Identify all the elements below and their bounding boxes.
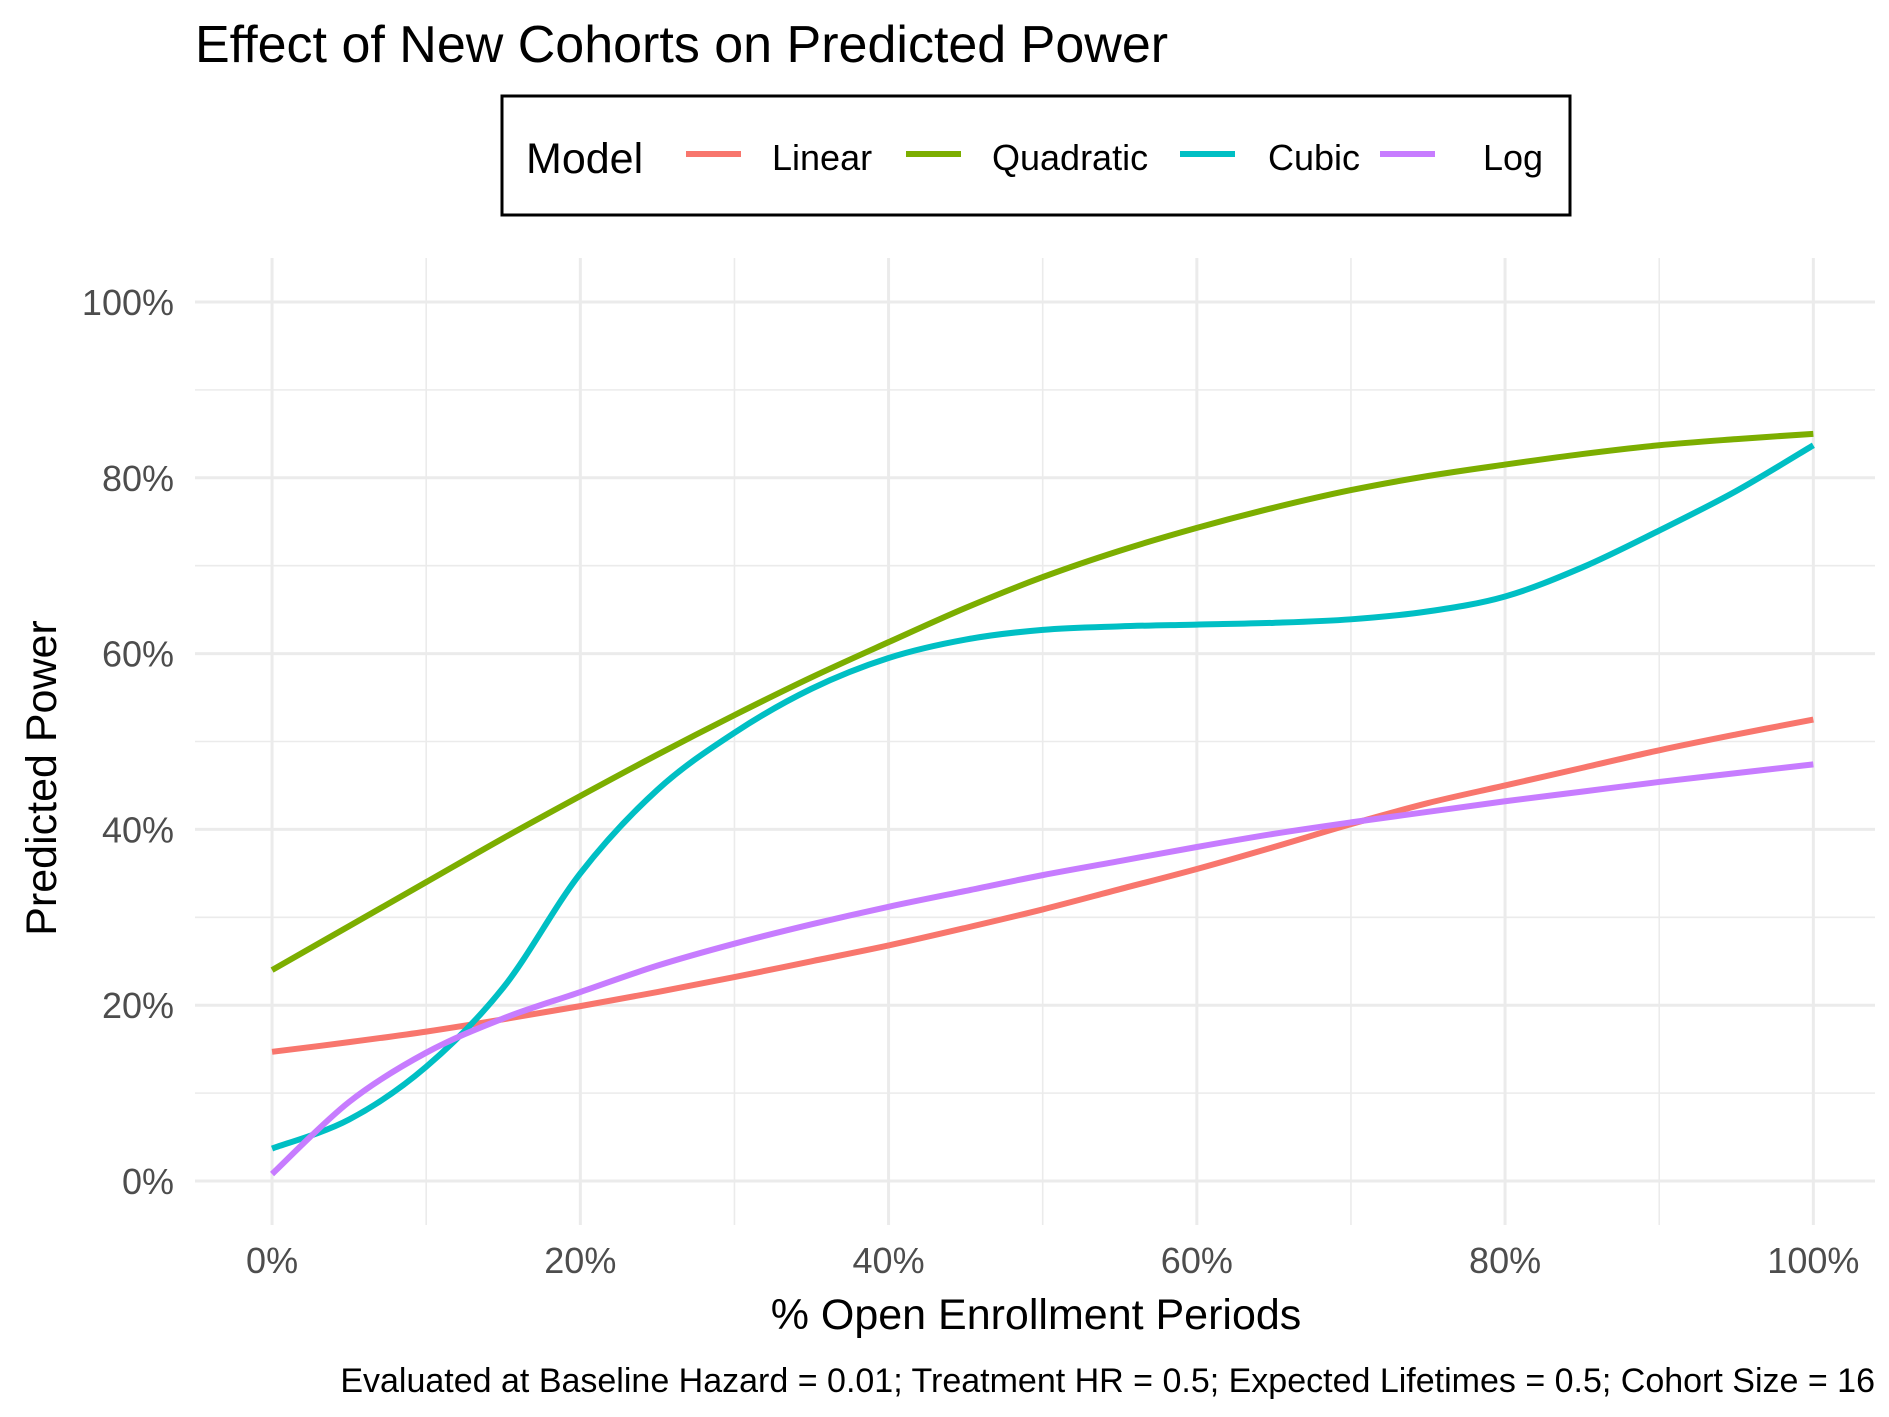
x-axis-title: % Open Enrollment Periods <box>771 1291 1302 1339</box>
legend-label-cubic: Cubic <box>1268 137 1360 178</box>
legend-label-log: Log <box>1483 137 1543 178</box>
series-line-quadratic <box>270 430 1814 973</box>
y-tick-label: 20% <box>102 985 174 1026</box>
legend-title: Model <box>526 135 643 183</box>
y-axis-ticks: 0% 20% 40% 60% 80% 100% <box>82 282 174 1202</box>
y-tick-label: 80% <box>102 458 174 499</box>
series-layer <box>270 430 1815 1177</box>
grid <box>195 258 1875 1225</box>
y-tick-label: 0% <box>122 1161 174 1202</box>
x-tick-label: 0% <box>246 1240 298 1281</box>
x-tick-label: 40% <box>853 1240 925 1281</box>
y-tick-label: 40% <box>102 809 174 850</box>
x-tick-label: 20% <box>544 1240 616 1281</box>
y-axis-title: Predicted Power <box>18 620 66 936</box>
legend: Model Linear Quadratic Cubic Log <box>500 94 1572 217</box>
x-tick-label: 60% <box>1161 1240 1233 1281</box>
series-line-cubic <box>271 442 1815 1152</box>
series-line-linear <box>271 716 1814 1055</box>
legend-label-linear: Linear <box>772 137 872 178</box>
chart-caption: Evaluated at Baseline Hazard = 0.01; Tre… <box>340 1362 1875 1400</box>
chart-title: Effect of New Cohorts on Predicted Power <box>195 16 1168 74</box>
x-tick-label: 100% <box>1767 1240 1859 1281</box>
series-line-log <box>270 761 1814 1177</box>
y-tick-label: 100% <box>82 282 174 323</box>
x-tick-label: 80% <box>1469 1240 1541 1281</box>
y-tick-label: 60% <box>102 634 174 675</box>
x-axis-ticks: 0% 20% 40% 60% 80% 100% <box>246 1240 1859 1281</box>
legend-label-quadratic: Quadratic <box>992 137 1148 178</box>
